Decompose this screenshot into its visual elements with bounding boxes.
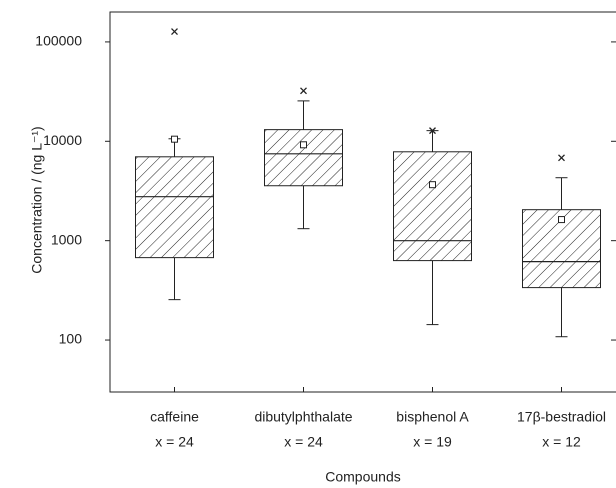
y-tick-label: 100000 — [35, 33, 82, 49]
max-marker — [558, 154, 565, 162]
max-marker — [171, 28, 178, 36]
mean-marker — [171, 135, 178, 143]
y-tick-label: 100 — [59, 331, 83, 347]
x-tick-label: dibutylphthalate — [254, 409, 352, 425]
max-marker — [300, 87, 307, 95]
x-tick-label: 17β-bestradiol — [517, 409, 606, 425]
sample-label: x = 24 — [284, 434, 323, 450]
y-tick-label: 10000 — [43, 132, 82, 148]
sample-label: x = 19 — [413, 434, 452, 450]
x-axis-title: Compounds — [325, 469, 401, 485]
box — [393, 151, 472, 262]
box — [135, 156, 214, 259]
y-tick-label: 1000 — [51, 231, 82, 247]
x-tick-label: bisphenol A — [396, 409, 469, 425]
sample-label: x = 24 — [155, 434, 194, 450]
mean-marker — [429, 181, 436, 189]
box — [264, 129, 343, 187]
y-axis-title: Concentration / (ng L⁻¹) — [29, 126, 45, 273]
mean-marker — [300, 141, 307, 149]
mean-marker — [558, 216, 565, 224]
sample-label: x = 12 — [542, 434, 581, 450]
x-tick-label: caffeine — [150, 409, 199, 425]
plot-frame — [109, 11, 616, 393]
max-marker — [429, 127, 436, 135]
